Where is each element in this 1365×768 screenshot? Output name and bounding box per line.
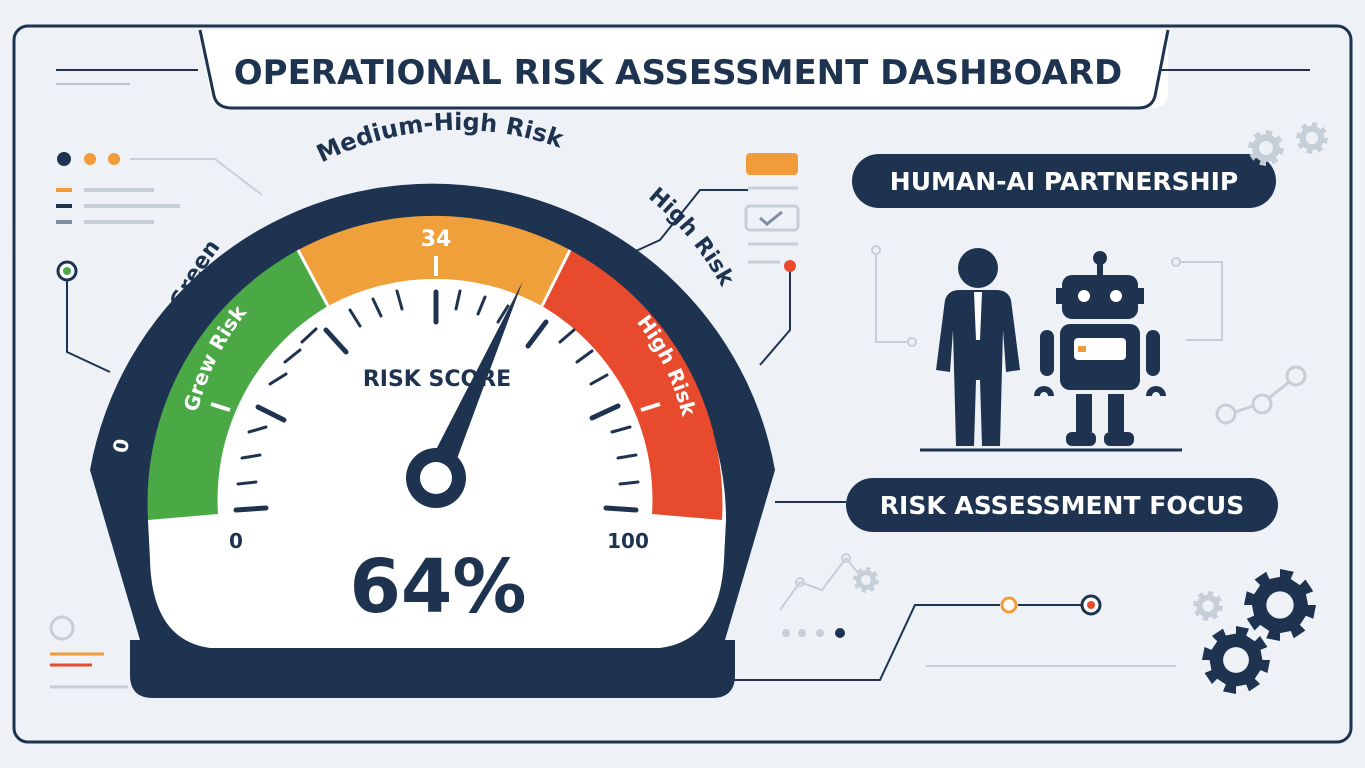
gauge-needle — [406, 281, 523, 508]
connector-node-left — [56, 260, 111, 373]
risk-gauge: Medium-High Risk Green High Risk Grew Ri… — [90, 108, 775, 698]
focus-label: RISK ASSESSMENT FOCUS — [880, 491, 1244, 520]
outer-frame — [12, 24, 1353, 744]
partnership-label: HUMAN-AI PARTNERSHIP — [890, 167, 1238, 196]
outer-min-label: 0 — [108, 437, 134, 455]
legend-lines — [56, 188, 180, 224]
scale-min-label: 0 — [229, 529, 243, 553]
robot-icon — [1034, 251, 1166, 446]
band-red — [542, 250, 723, 520]
gauge-base — [130, 640, 735, 698]
partnership-bracket — [871, 245, 1223, 347]
score-value: 64% — [349, 544, 526, 630]
chart-sparkline-icon — [779, 553, 863, 611]
bottom-left-deco — [49, 615, 128, 689]
gear-small-4-hole — [861, 575, 871, 585]
band-value-orange: 34 — [421, 227, 452, 252]
focus-pill: RISK ASSESSMENT FOCUS — [846, 478, 1278, 532]
gear-icon — [853, 122, 1328, 694]
progress-nodes — [1000, 594, 1102, 616]
scale-max-label: 100 — [607, 529, 649, 553]
title-banner: OPERATIONAL RISK ASSESSMENT DASHBOARD — [198, 29, 1170, 110]
checklist-icon — [744, 153, 800, 272]
gear-small-1-hole — [1202, 600, 1214, 612]
gear-medium-hole — [1223, 647, 1249, 673]
person-icon — [936, 248, 1020, 446]
band-green — [147, 250, 328, 520]
status-dots — [57, 152, 263, 196]
gauge-ticks — [233, 289, 640, 513]
page-title: OPERATIONAL RISK ASSESSMENT DASHBOARD — [234, 53, 1123, 93]
gauge-connectors — [611, 189, 1082, 681]
pager-dots — [782, 628, 845, 638]
gear-small-3-hole — [1259, 141, 1273, 155]
gear-small-2-hole — [1305, 131, 1319, 145]
partnership-pill: HUMAN-AI PARTNERSHIP — [852, 154, 1276, 208]
gear-large-hole — [1266, 591, 1294, 619]
network-icon — [1215, 365, 1307, 425]
